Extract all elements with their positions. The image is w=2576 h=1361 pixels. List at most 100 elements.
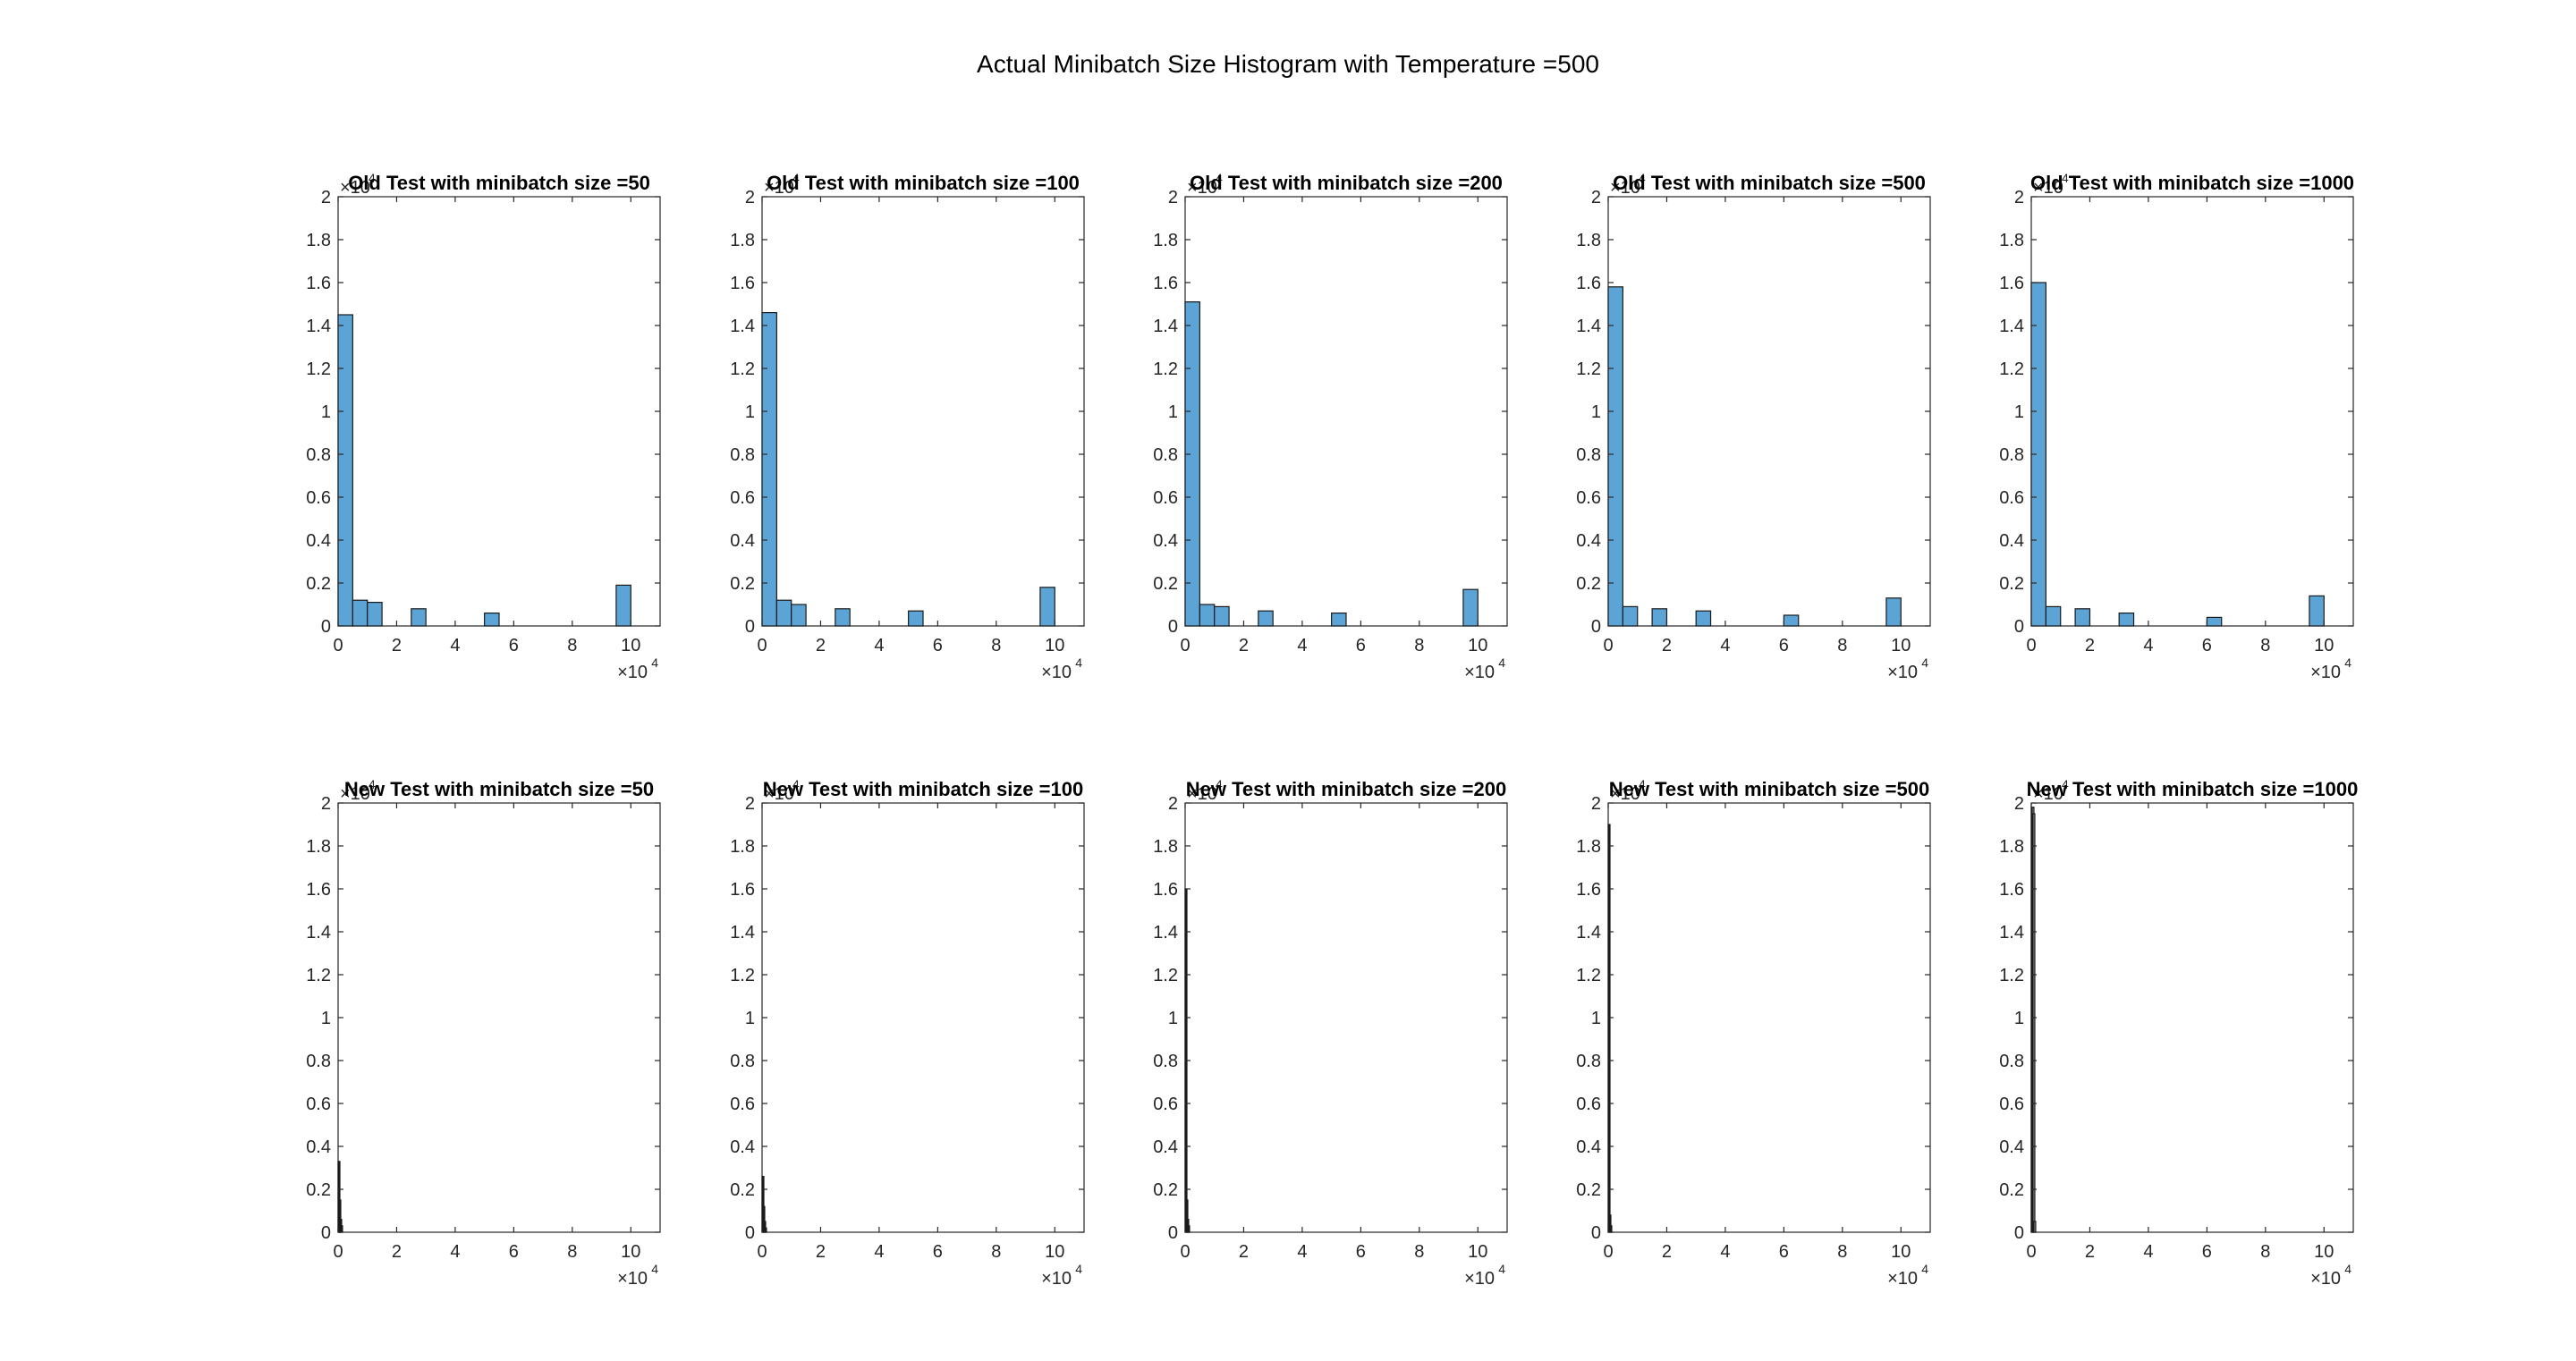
subplot-10: 00.20.40.60.811.21.41.61.820 2 4 6 8 10×10 4×1… <box>1999 777 2358 1289</box>
y-tick-label: 1.4 <box>1999 923 2024 943</box>
x-tick-label: 8 <box>1414 636 1424 655</box>
y-tick-label: 0.4 <box>1576 1137 1601 1157</box>
x-tick-label: 0 <box>1603 1242 1613 1262</box>
y-tick-label: 1 <box>1591 402 1601 422</box>
y-tick-label: 1 <box>745 1009 755 1028</box>
x-tick-label: 4 <box>2143 636 2153 655</box>
histogram-bar <box>1607 824 1611 1233</box>
x-tick-label: 0 <box>333 1242 343 1262</box>
y-tick-label: 0.8 <box>306 1052 331 1071</box>
x-tick-label: 4 <box>450 1242 460 1262</box>
y-tick-label: 1.4 <box>1576 923 1601 943</box>
y-tick-label: 1.8 <box>1153 837 1178 857</box>
y-tick-label: 1.6 <box>1576 274 1601 293</box>
histogram-bar <box>1462 588 1479 627</box>
x-tick-label: 6 <box>2202 1242 2212 1262</box>
subplot-title: Old Test with minibatch size =500 <box>1613 172 1926 194</box>
histogram-bar <box>367 601 383 627</box>
x-tick-label: 4 <box>1720 1242 1730 1262</box>
x-exponent-power: 4 <box>651 655 658 670</box>
y-tick-label: 0.8 <box>1576 445 1601 465</box>
y-tick-label: 1.2 <box>1999 359 2024 379</box>
histogram-bar <box>2206 616 2223 627</box>
y-tick-label: 2 <box>1168 188 1178 207</box>
y-tick-label: 1.4 <box>730 317 755 336</box>
y-tick-label: 0.6 <box>1153 488 1178 508</box>
x-tick-label: 6 <box>509 1242 519 1262</box>
y-tick-label: 1.6 <box>1999 274 2024 293</box>
y-tick-label: 1.4 <box>1576 317 1601 336</box>
x-exponent-power: 4 <box>1921 1262 1928 1276</box>
x-tick-label: 6 <box>933 1242 943 1262</box>
x-tick-label: 4 <box>874 636 884 655</box>
histogram-bar <box>835 608 851 627</box>
y-tick-label: 2 <box>1591 188 1601 207</box>
y-exponent-power: 4 <box>2062 777 2069 791</box>
x-tick-label: 0 <box>1180 636 1190 655</box>
histogram-bar <box>2032 813 2036 1233</box>
histogram-bar <box>1331 612 1347 627</box>
y-tick-label: 1.2 <box>1153 966 1178 985</box>
x-exponent-label: ×10 <box>1464 663 1495 682</box>
x-tick-label: 8 <box>991 1242 1001 1262</box>
axes-box <box>761 196 1085 627</box>
x-tick-label: 10 <box>1891 1242 1911 1262</box>
y-tick-label: 0 <box>745 1223 755 1243</box>
x-tick-label: 8 <box>1837 636 1847 655</box>
y-tick-label: 1 <box>321 1009 331 1028</box>
histogram-bar <box>615 584 631 627</box>
histogram-bar <box>1783 614 1800 627</box>
y-tick-label: 0.6 <box>1576 488 1601 508</box>
histogram-bar <box>908 610 924 627</box>
y-tick-label: 0.6 <box>730 1095 755 1114</box>
x-tick-label: 8 <box>567 636 577 655</box>
y-tick-label: 0.4 <box>730 1137 755 1157</box>
x-tick-label: 0 <box>333 636 343 655</box>
axes-box <box>337 196 661 627</box>
y-tick-label: 1.8 <box>730 231 755 250</box>
x-tick-label: 4 <box>1297 636 1307 655</box>
y-tick-label: 0.2 <box>730 574 755 594</box>
y-tick-label: 0.4 <box>306 1137 331 1157</box>
x-tick-label: 8 <box>567 1242 577 1262</box>
y-exponent-label: ×10 <box>1187 178 1217 198</box>
y-tick-label: 0 <box>1591 1223 1601 1243</box>
y-tick-label: 1.6 <box>730 274 755 293</box>
x-tick-label: 2 <box>1662 636 1672 655</box>
subplot-6: 00.20.40.60.811.21.41.61.820 2 4 6 8 10×10 4×1… <box>306 777 661 1289</box>
y-tick-label: 1.6 <box>1576 880 1601 900</box>
y-exponent-power: 4 <box>1639 171 1646 185</box>
y-tick-label: 1 <box>1591 1009 1601 1028</box>
figure-suptitle: Actual Minibatch Size Histogram with Tem… <box>977 50 1599 78</box>
x-exponent-power: 4 <box>2344 655 2351 670</box>
y-tick-label: 1.2 <box>306 966 331 985</box>
y-tick-label: 0.2 <box>730 1180 755 1200</box>
y-exponent-label: ×10 <box>340 178 370 198</box>
y-tick-label: 2 <box>2014 794 2024 814</box>
y-tick-label: 0.8 <box>730 445 755 465</box>
x-tick-label: 10 <box>1045 1242 1064 1262</box>
x-tick-label: 4 <box>450 636 460 655</box>
y-tick-label: 0.8 <box>306 445 331 465</box>
y-tick-label: 0.6 <box>1576 1095 1601 1114</box>
y-tick-label: 1.2 <box>730 966 755 985</box>
x-exponent-label: ×10 <box>2310 663 2341 682</box>
histogram-bar <box>340 1225 343 1233</box>
x-tick-label: 2 <box>816 1242 826 1262</box>
x-tick-label: 8 <box>1837 1242 1847 1262</box>
histogram-bar <box>1039 587 1055 627</box>
x-tick-label: 10 <box>1468 1242 1487 1262</box>
y-tick-label: 1 <box>1168 402 1178 422</box>
y-tick-label: 0.8 <box>1999 445 2024 465</box>
x-tick-label: 6 <box>509 636 519 655</box>
histogram-bar <box>1184 301 1200 627</box>
subplot-1: 00.20.40.60.811.21.41.61.820 2 4 6 8 10×10 4×1… <box>306 171 661 682</box>
x-tick-label: 2 <box>2085 636 2095 655</box>
y-tick-label: 0.6 <box>1999 488 2024 508</box>
y-tick-label: 1.8 <box>1576 837 1601 857</box>
x-tick-label: 4 <box>874 1242 884 1262</box>
x-tick-label: 10 <box>621 1242 640 1262</box>
y-tick-label: 0.2 <box>306 1180 331 1200</box>
y-tick-label: 2 <box>1591 794 1601 814</box>
y-tick-label: 1.6 <box>306 274 331 293</box>
